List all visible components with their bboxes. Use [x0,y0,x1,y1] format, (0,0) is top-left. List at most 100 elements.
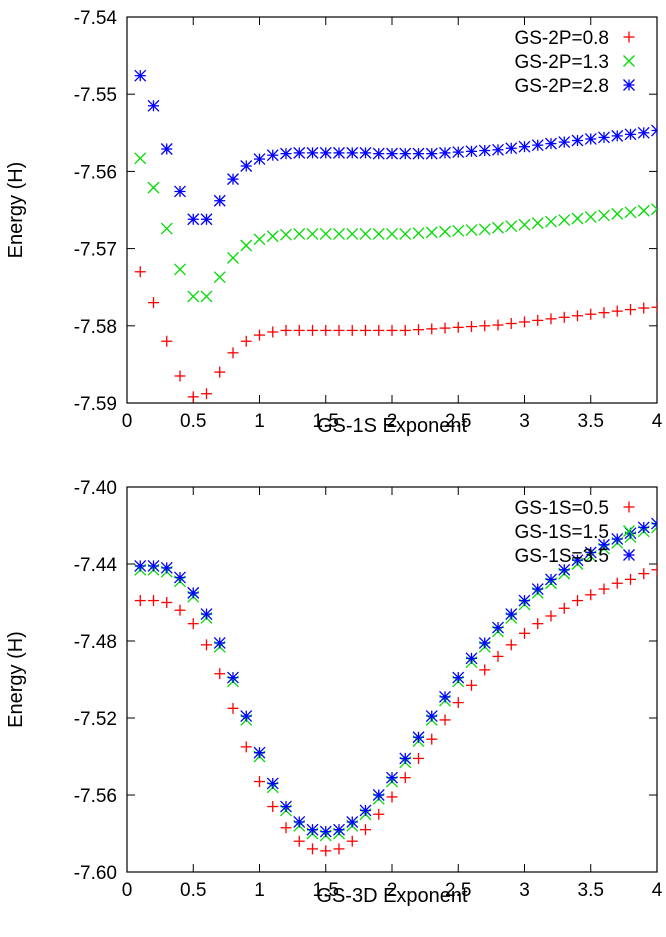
data-point [651,124,657,137]
data-point [187,618,199,630]
data-point [572,595,583,607]
data-point [320,845,332,857]
legend-marker [623,525,635,537]
data-point [558,563,571,576]
data-point [413,752,424,764]
y-tick-label: -7.44 [74,555,118,576]
data-point [293,146,306,159]
data-point [492,319,504,331]
legend-marker [623,55,635,67]
data-point [532,314,544,326]
y-tick-label: -7.60 [74,863,117,884]
data-point [359,146,372,159]
data-point [624,206,637,219]
x-tick-label: 2.5 [445,411,471,432]
data-point [174,571,186,584]
data-point [637,521,650,534]
data-point [174,604,186,616]
data-point [492,221,504,234]
data-point [333,146,345,159]
data-point [611,577,623,589]
x-axis-label: GS-3D Exponent [316,885,468,907]
data-point [360,324,371,336]
data-point [160,222,173,235]
data-point [426,733,438,745]
data-point [253,233,266,246]
data-point [240,239,253,252]
data-point [306,227,319,240]
y-tick-label: -7.59 [74,394,117,415]
data-point [147,559,160,572]
data-point [227,702,239,714]
data-point [293,815,306,828]
data-point [240,160,253,172]
data-point [465,652,478,665]
data-point [651,203,657,216]
x-tick-label: 4 [652,411,663,432]
data-point [399,147,412,160]
data-point [320,324,332,336]
x-tick-label: 2 [387,411,398,432]
x-axis-label: GS-1S Exponent [317,415,468,437]
data-point [651,301,657,313]
data-point [333,843,345,855]
series-3 [134,69,657,226]
y-tick-label: -7.57 [74,240,117,261]
data-point [598,583,610,595]
data-point [134,266,146,278]
data-point [160,143,173,155]
x-tick-label: 2 [387,880,398,901]
data-point [598,307,610,319]
legend-marker [623,31,635,43]
data-point [439,322,451,334]
data-point [558,214,571,226]
data-point [598,538,610,551]
data-point [373,324,385,336]
data-point [505,142,518,155]
data-point [213,636,226,649]
data-point [267,801,279,813]
data-point [148,595,159,607]
data-point [306,146,319,159]
legend-marker [623,79,635,91]
data-point [319,227,332,240]
data-point [439,146,451,159]
data-point [386,791,398,803]
x-tick-label: 0 [122,411,133,432]
legend: GS-1S=0.5 GS-1S=1.5 GS-1S=3.5 [514,498,635,567]
data-point [254,776,265,788]
data-point [280,147,292,160]
data-point [266,777,279,790]
data-point [372,147,385,160]
y-tick-label: -7.58 [74,317,117,338]
data-point [584,546,597,559]
legend-label: GS-2P=2.8 [514,76,609,97]
x-tick-label: 1 [254,880,265,901]
data-point [280,800,292,813]
data-point [187,290,200,303]
legend: GS-2P=0.8 GS-2P=1.3 GS-2P=2.8 [514,28,635,97]
y-axis-label: Energy (H) [5,631,27,728]
data-point [412,227,425,240]
legend-label: GS-1S=0.5 [514,498,609,519]
data-point [266,149,279,162]
data-point [584,133,597,145]
data-point [386,324,398,336]
data-point [625,573,636,585]
data-point [611,305,623,317]
y-tick-label: -7.48 [74,632,117,653]
data-point [624,128,637,141]
data-point [439,714,451,726]
data-point [214,366,226,378]
data-point [478,223,491,236]
data-point [452,321,464,333]
data-point [187,213,200,226]
data-point [386,227,398,240]
data-point [478,144,491,157]
data-point [161,335,173,347]
data-point [253,746,266,759]
data-point [253,153,266,166]
data-point [585,308,597,320]
